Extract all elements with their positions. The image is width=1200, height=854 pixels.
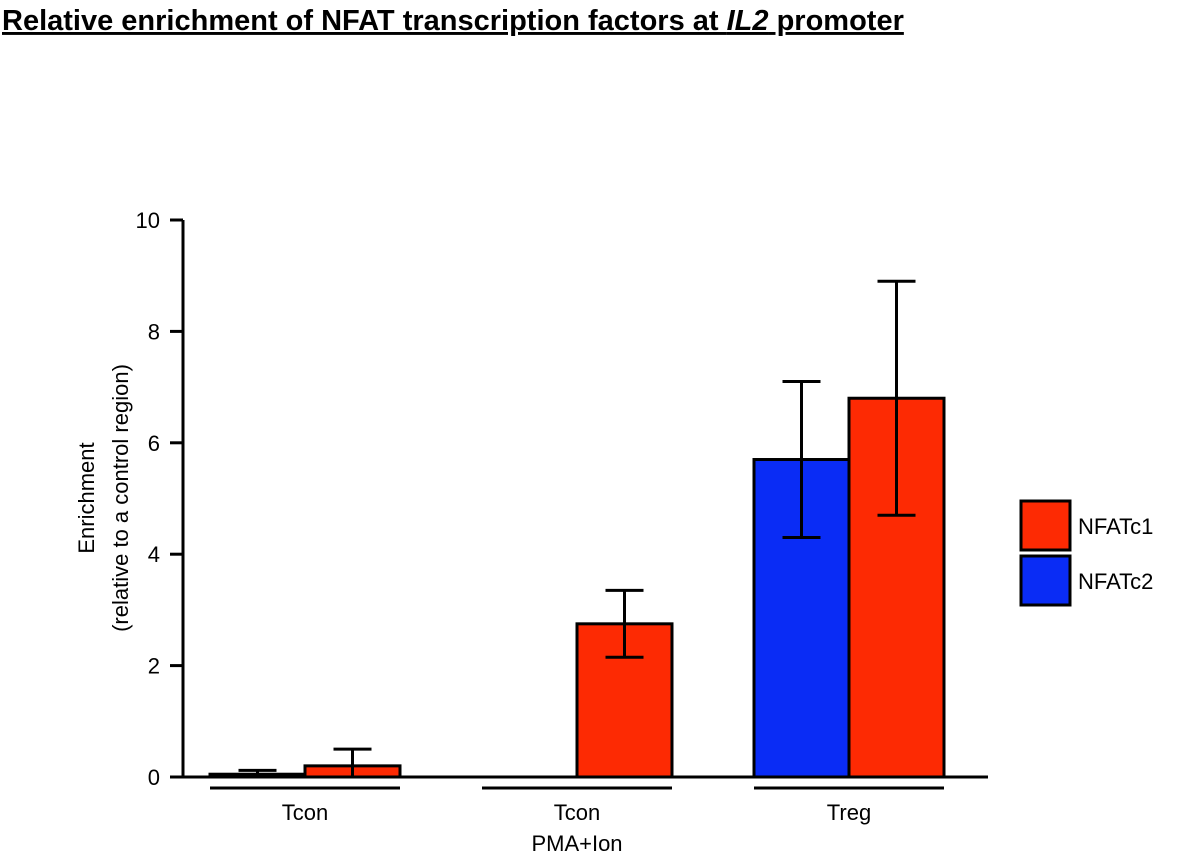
legend-swatch — [1019, 554, 1072, 607]
y-axis-label: Enrichment (relative to a control region) — [74, 364, 133, 632]
error-bar — [782, 380, 821, 539]
y-axis-label-line: Enrichment — [74, 442, 99, 553]
x-tick-label: Tcon — [282, 800, 328, 825]
error-bar — [238, 768, 277, 777]
legend-label: NFATc1 — [1078, 514, 1153, 539]
y-tick-label: 4 — [148, 542, 160, 567]
error-bar — [877, 279, 916, 517]
y-tick-label: 2 — [148, 654, 160, 679]
legend-swatch — [1019, 499, 1072, 552]
title-part: Relative enrichment of NFAT transcriptio… — [2, 5, 727, 37]
x-tick-label: Treg — [827, 800, 871, 825]
error-bar — [333, 747, 372, 777]
error-bar — [605, 588, 644, 659]
title-part: IL2 — [727, 5, 769, 37]
y-tick-label: 6 — [148, 431, 160, 456]
x-tick-label: PMA+Ion — [531, 831, 622, 854]
chart-title: Relative enrichment of NFAT transcriptio… — [2, 5, 904, 37]
title-part: promoter — [769, 5, 904, 37]
y-tick-label: 8 — [148, 319, 160, 344]
legend-label: NFATc2 — [1078, 569, 1153, 594]
y-tick-label: 10 — [136, 208, 160, 233]
y-tick-label: 0 — [148, 765, 160, 790]
x-tick-label: Tcon — [554, 800, 600, 825]
y-axis-label-line: (relative to a control region) — [108, 364, 133, 632]
